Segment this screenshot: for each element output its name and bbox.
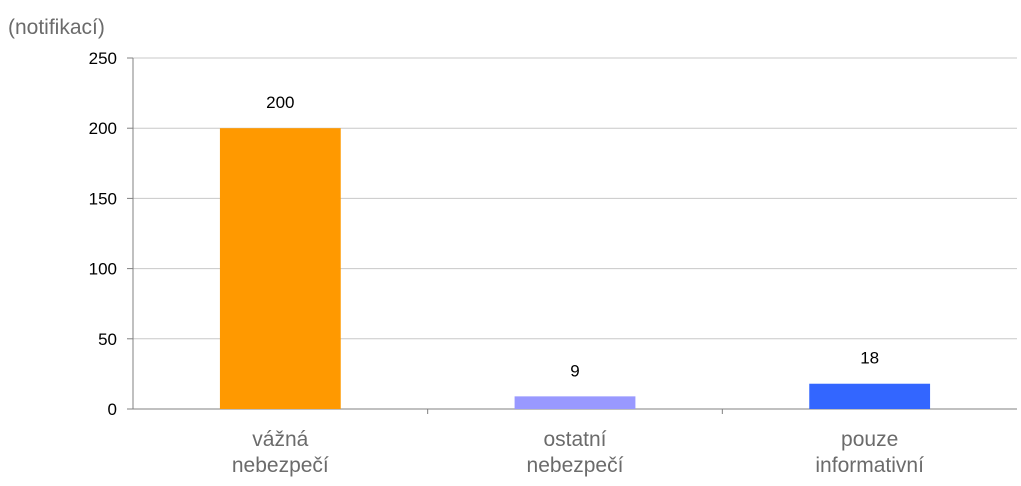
bar-0 (219, 128, 341, 409)
x-category-label-2-line-1: informativní (815, 454, 924, 477)
x-category-label-0-line-0: vážná (252, 428, 308, 451)
y-tick-label-3: 150 (89, 189, 117, 208)
x-category-label-1-line-0: ostatní (543, 428, 606, 451)
bar-2 (809, 383, 931, 409)
y-tick-label-4: 200 (89, 119, 117, 138)
y-tick-label-2: 100 (89, 260, 117, 279)
y-tick-label-1: 50 (98, 330, 117, 349)
y-tick-label-5: 250 (89, 49, 117, 68)
data-label-1: 9 (570, 361, 579, 380)
x-category-label-0-line-1: nebezpečí (232, 454, 329, 477)
y-tick-label-0: 0 (108, 400, 117, 419)
data-label-0: 200 (266, 93, 294, 112)
x-category-label-1-line-1: nebezpečí (527, 454, 624, 477)
x-category-label-2-line-0: pouze (841, 428, 898, 451)
data-label-2: 18 (860, 349, 879, 368)
y-axis-unit-label: (notifikací) (8, 16, 105, 39)
bar-1 (514, 396, 636, 409)
